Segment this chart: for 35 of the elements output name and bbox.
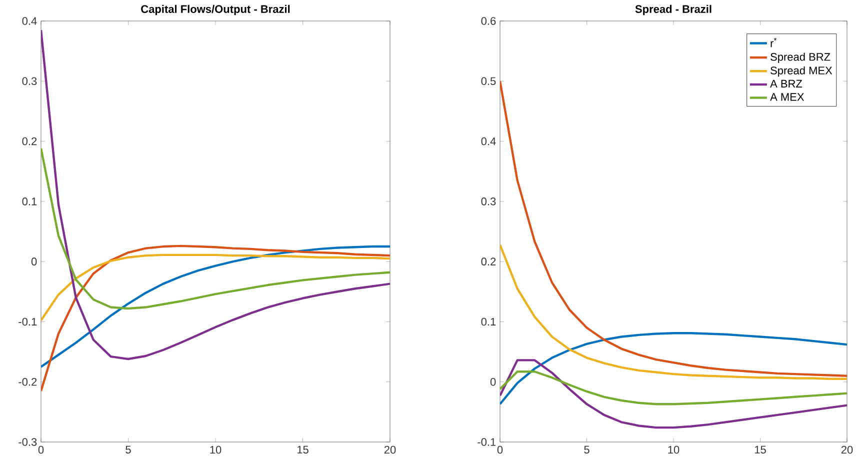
y-tick-label: 0.2 xyxy=(481,258,496,266)
x-tick-label: 10 xyxy=(210,446,222,454)
x-tick-label: 20 xyxy=(841,446,853,454)
legend-label: r$^{*}$ xyxy=(770,38,777,48)
x-tick-label: 15 xyxy=(297,446,308,454)
y-tick-label: 0.4 xyxy=(481,137,496,146)
x-tick-label: 5 xyxy=(126,446,131,454)
x-tick-label: 15 xyxy=(754,446,766,454)
y-tick-label: 0.6 xyxy=(481,17,496,25)
y-tick-label: 0.3 xyxy=(22,77,37,86)
y-tick-label: -0.1 xyxy=(18,318,37,326)
y-tick-label: 0 xyxy=(31,258,37,266)
legend-label: A BRZ xyxy=(770,80,802,88)
y-tick-label: -0.2 xyxy=(18,378,37,386)
y-tick-label: -0.3 xyxy=(18,438,37,446)
legend-label: A MEX xyxy=(770,93,804,101)
y-tick-label: -0.1 xyxy=(478,438,496,446)
y-tick-label: 0.2 xyxy=(22,137,37,146)
legend-label: Spread MEX xyxy=(770,66,832,77)
y-tick-label: 0.3 xyxy=(481,198,496,206)
x-tick-label: 0 xyxy=(497,446,503,454)
x-tick-label: 5 xyxy=(584,446,590,454)
x-tick-label: 10 xyxy=(668,446,680,454)
chart-title: Spread - Brazil xyxy=(635,4,712,16)
y-tick-label: 0.1 xyxy=(22,198,37,206)
line-series xyxy=(500,332,848,406)
y-tick-label: 0.4 xyxy=(22,17,37,25)
y-tick-label: 0.1 xyxy=(481,318,496,326)
y-tick-label: 0 xyxy=(490,378,496,386)
x-tick-label: 20 xyxy=(384,446,396,454)
x-tick-label: 0 xyxy=(38,446,44,454)
chart-title: Capital Flows/Output - Brazil xyxy=(141,4,290,16)
line-series xyxy=(41,28,390,360)
y-tick-label: 0.5 xyxy=(481,77,496,86)
legend-label: Spread BRZ xyxy=(770,52,830,63)
